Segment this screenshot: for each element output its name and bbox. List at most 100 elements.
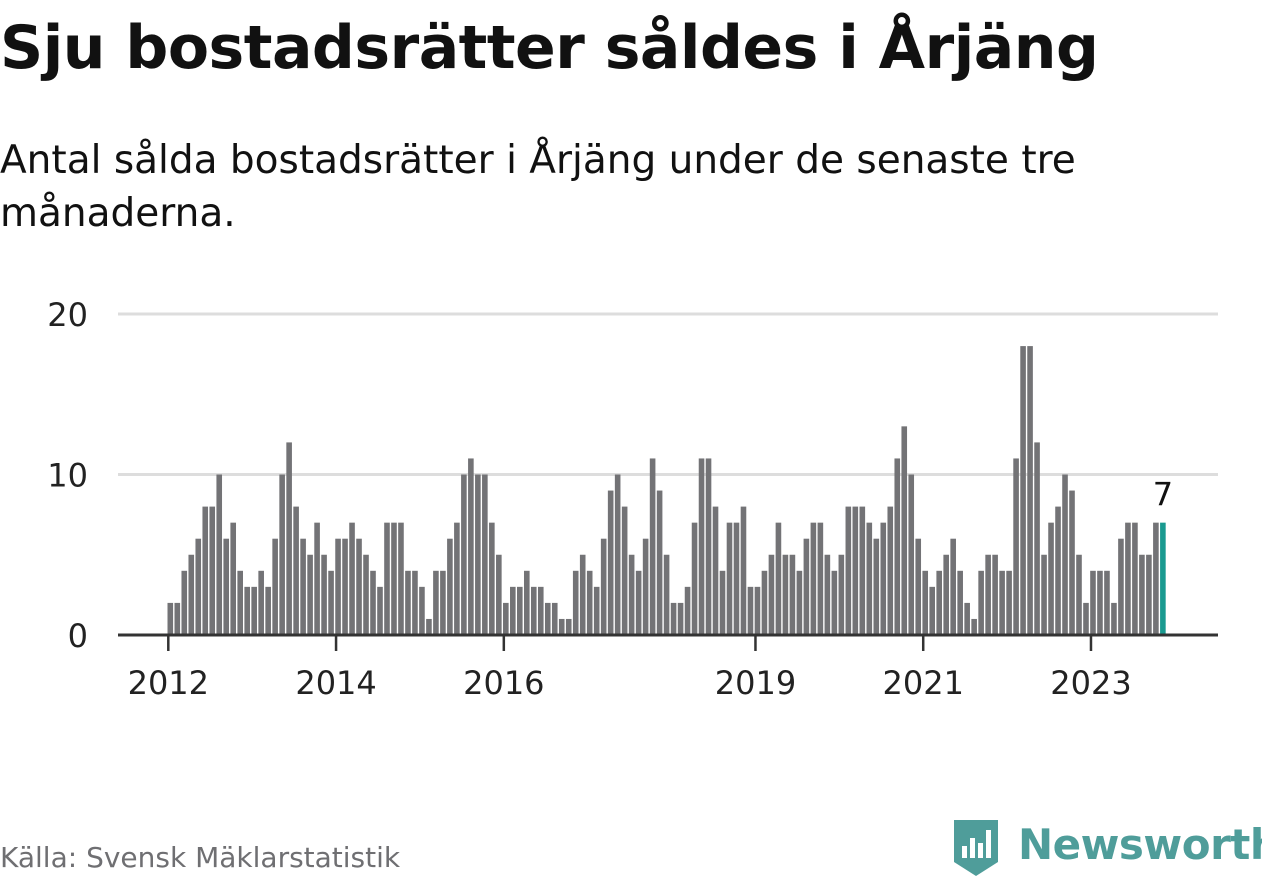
bar bbox=[901, 426, 908, 635]
bar bbox=[349, 522, 355, 635]
bar-highlight bbox=[1160, 522, 1166, 635]
bar bbox=[628, 554, 635, 635]
bar bbox=[782, 554, 789, 635]
bar bbox=[936, 570, 942, 635]
bar bbox=[621, 506, 628, 635]
bar bbox=[475, 474, 481, 635]
bar bbox=[642, 538, 649, 635]
bar bbox=[789, 554, 796, 635]
bar bbox=[761, 570, 768, 635]
bar bbox=[873, 538, 880, 635]
highlight-data-label: 7 bbox=[1153, 476, 1173, 514]
bar bbox=[279, 474, 285, 635]
x-tick-label-2012: 2012 bbox=[128, 664, 209, 702]
bar bbox=[426, 618, 432, 635]
bar bbox=[593, 586, 600, 635]
bar bbox=[838, 554, 845, 635]
bar bbox=[1125, 522, 1131, 635]
bar bbox=[943, 554, 949, 635]
bar bbox=[747, 586, 754, 635]
bar bbox=[887, 506, 894, 635]
bar bbox=[286, 442, 292, 635]
bar bbox=[447, 538, 453, 635]
bar bbox=[202, 506, 209, 635]
bar bbox=[775, 522, 782, 635]
bar bbox=[992, 554, 998, 635]
chart-title: Sju bostadsrätter såldes i Årjäng bbox=[0, 13, 1099, 83]
bar bbox=[1153, 522, 1159, 635]
bar bbox=[551, 602, 558, 635]
bar bbox=[251, 586, 257, 635]
bar bbox=[971, 618, 977, 635]
bar bbox=[384, 522, 390, 635]
bar bbox=[691, 522, 698, 635]
bar bbox=[321, 554, 327, 635]
bar bbox=[237, 570, 243, 635]
bar bbox=[377, 586, 383, 635]
bar bbox=[188, 554, 195, 635]
bar bbox=[363, 554, 369, 635]
bar bbox=[768, 554, 775, 635]
bar bbox=[1097, 570, 1103, 635]
bar bbox=[433, 570, 439, 635]
bar bbox=[859, 506, 866, 635]
bar bbox=[894, 458, 901, 635]
bar bbox=[999, 570, 1005, 635]
bar bbox=[635, 570, 642, 635]
bar bbox=[489, 522, 495, 635]
bar bbox=[614, 474, 621, 635]
x-tick-label-2016: 2016 bbox=[463, 664, 544, 702]
bar bbox=[1146, 554, 1152, 635]
bar bbox=[796, 570, 803, 635]
bar bbox=[705, 458, 712, 635]
bar bbox=[307, 554, 313, 635]
bar bbox=[922, 570, 929, 635]
bar bbox=[482, 474, 488, 635]
bar bbox=[461, 474, 467, 635]
bar bbox=[405, 570, 411, 635]
bar bbox=[370, 570, 376, 635]
bar bbox=[510, 586, 516, 635]
bar bbox=[656, 490, 663, 635]
bar bbox=[649, 458, 656, 635]
bar bbox=[181, 570, 188, 635]
bar bbox=[740, 506, 747, 635]
bar bbox=[719, 570, 726, 635]
bar bbox=[880, 522, 887, 635]
source-note: Källa: Svensk Mäklarstatistik bbox=[0, 841, 401, 874]
bar bbox=[586, 570, 593, 635]
x-tick-label-2021: 2021 bbox=[883, 664, 964, 702]
bar bbox=[824, 554, 831, 635]
bar bbox=[1090, 570, 1096, 635]
bar bbox=[537, 586, 544, 635]
bar bbox=[356, 538, 362, 635]
brand-name: Newsworthy bbox=[1018, 820, 1262, 869]
bar bbox=[726, 522, 733, 635]
bar bbox=[174, 602, 181, 635]
bar bbox=[957, 570, 963, 635]
bar bbox=[265, 586, 271, 635]
bar bbox=[677, 602, 684, 635]
x-tick-label-2023: 2023 bbox=[1050, 664, 1131, 702]
bar bbox=[328, 570, 334, 635]
newsworthy-brand: Newsworthy bbox=[952, 818, 1262, 882]
bar bbox=[1013, 458, 1019, 635]
bar bbox=[908, 474, 915, 635]
bar bbox=[195, 538, 202, 635]
bar bbox=[244, 586, 250, 635]
bar bbox=[1069, 490, 1075, 635]
chart-subtitle: Antal sålda bostadsrätter i Årjäng under… bbox=[0, 138, 1076, 236]
bar bbox=[831, 570, 838, 635]
bar bbox=[684, 586, 691, 635]
bar bbox=[335, 538, 341, 635]
bar bbox=[209, 506, 216, 635]
bar bbox=[733, 522, 740, 635]
bar bbox=[272, 538, 278, 635]
bar bbox=[1034, 442, 1040, 635]
bar bbox=[663, 554, 670, 635]
bar bbox=[1027, 346, 1033, 635]
x-tick-label-2019: 2019 bbox=[715, 664, 796, 702]
bar bbox=[258, 570, 264, 635]
bar bbox=[754, 586, 761, 635]
bar bbox=[1132, 522, 1138, 635]
